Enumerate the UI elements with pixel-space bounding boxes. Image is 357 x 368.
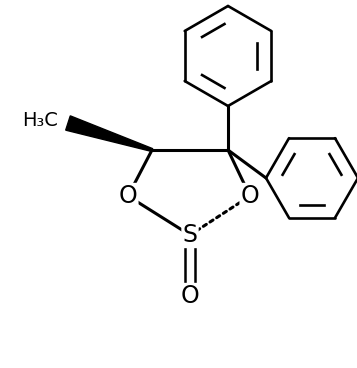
Text: O: O — [241, 184, 260, 208]
Text: H₃C: H₃C — [22, 110, 58, 130]
Text: O: O — [119, 184, 137, 208]
Text: S: S — [182, 223, 197, 247]
Text: O: O — [181, 284, 199, 308]
Polygon shape — [66, 116, 152, 151]
